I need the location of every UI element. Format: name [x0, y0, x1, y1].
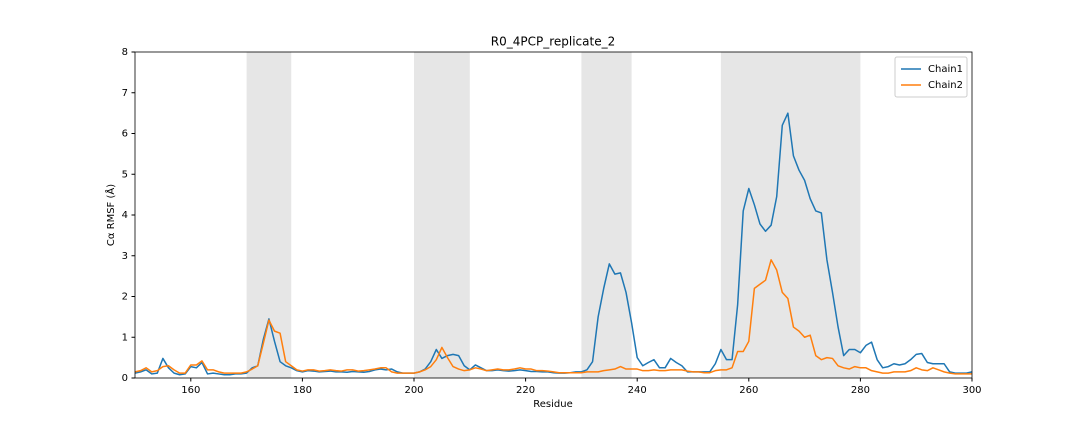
- y-tick-label: 1: [122, 332, 128, 343]
- legend-box: [894, 56, 968, 98]
- y-tick-label: 2: [122, 292, 128, 303]
- y-tick-label: 8: [122, 47, 128, 58]
- shaded-region: [581, 52, 632, 378]
- line-series: [134, 112, 973, 376]
- x-tick-label: 260: [739, 385, 758, 396]
- x-tick-label: 240: [628, 385, 647, 396]
- y-tick-label: 4: [122, 210, 128, 221]
- legend-label: Chain1: [928, 64, 963, 75]
- chart-title: R0_4PCP_replicate_2: [491, 35, 615, 49]
- shaded-region: [720, 52, 861, 378]
- x-tick-label: 200: [404, 385, 423, 396]
- x-tick-label: 160: [181, 385, 200, 396]
- y-tick-label: 3: [122, 251, 128, 262]
- x-tick-label: 280: [851, 385, 870, 396]
- x-axis-label: Residue: [533, 399, 572, 410]
- x-tick-label: 220: [516, 385, 535, 396]
- y-tick-label: 0: [122, 373, 128, 384]
- shaded-region: [246, 52, 292, 378]
- x-tick-label: 180: [293, 385, 312, 396]
- y-tick-label: 7: [122, 88, 128, 99]
- y-axis-label: Cα RMSF (Å): [104, 184, 117, 246]
- shaded-region: [414, 52, 470, 378]
- line-series: [134, 259, 972, 375]
- y-tick-label: 5: [122, 169, 128, 180]
- legend-label: Chain2: [928, 80, 963, 91]
- y-tick-label: 6: [122, 129, 128, 140]
- x-tick-label: 300: [962, 385, 981, 396]
- plot-frame: [134, 51, 973, 379]
